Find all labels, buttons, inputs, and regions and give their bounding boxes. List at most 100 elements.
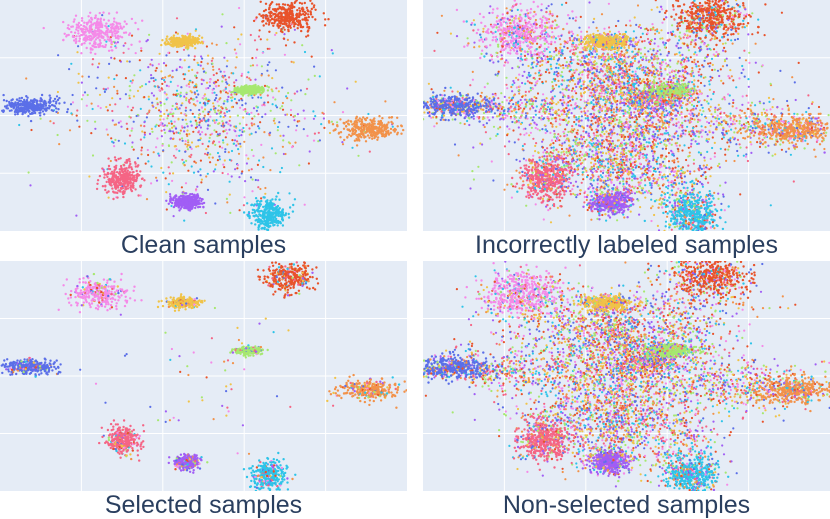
scatter-point (266, 69, 269, 72)
scatter-point (70, 62, 73, 65)
scatter-point (666, 112, 670, 115)
scatter-point (616, 150, 619, 153)
scatter-point (569, 99, 572, 102)
scatter-point (185, 91, 188, 94)
scatter-point (158, 154, 161, 157)
scatter-point (152, 94, 155, 97)
scatter-point (562, 98, 565, 102)
scatter-point (224, 150, 227, 153)
scatter-point (194, 126, 197, 129)
scatter-point (307, 78, 310, 81)
scatter-point (191, 196, 194, 200)
scatter-point (400, 132, 403, 135)
scatter-point (342, 127, 346, 130)
scatter-point (120, 36, 124, 39)
scatter-points (423, 0, 830, 231)
scatter-point (131, 127, 134, 130)
scatter-point (511, 67, 514, 70)
scatter-point (283, 16, 286, 19)
scatter-point (208, 84, 211, 87)
scatter-point (241, 104, 244, 107)
scatter-point (185, 122, 188, 125)
scatter-point (271, 77, 274, 80)
scatter-point (40, 99, 43, 103)
scatter-point (570, 128, 573, 131)
scatter-point (182, 42, 185, 45)
scatter-point (109, 38, 112, 42)
scatter-point (110, 181, 113, 184)
scatter-point (105, 180, 108, 184)
scatter-point (427, 82, 430, 85)
scatter-point (125, 22, 128, 26)
scatter-point (119, 26, 123, 30)
scatter-point (2, 99, 6, 102)
scatter-point (159, 118, 162, 121)
scatter-point (184, 140, 187, 143)
scatter-point (198, 124, 201, 127)
scatter-point (367, 112, 370, 116)
scatter-point (199, 133, 202, 136)
scatter-point (331, 52, 334, 55)
scatter-point (170, 120, 173, 123)
scatter-point (57, 108, 60, 111)
scatter-point (107, 196, 110, 199)
scatter-point (215, 94, 218, 97)
scatter-point (161, 39, 164, 42)
scatter-point (223, 74, 227, 77)
scatter-point (206, 151, 210, 154)
scatter-point (172, 41, 176, 44)
scatter-point (276, 129, 279, 132)
scatter-point (16, 112, 19, 116)
scatter-point (264, 200, 268, 203)
scatter-point (722, 136, 725, 139)
scatter-point (175, 198, 178, 201)
scatter-point (281, 3, 285, 6)
scatter-point (205, 97, 208, 100)
scatter-point (394, 128, 397, 131)
scatter-point (610, 111, 613, 114)
scatter-point (213, 91, 216, 94)
scatter-point (199, 202, 202, 205)
scatter-point (82, 33, 86, 36)
scatter-point (242, 85, 245, 89)
scatter-point (171, 115, 174, 118)
scatter-point (222, 115, 225, 119)
scatter-point (119, 120, 122, 123)
scatter-point (353, 139, 357, 142)
scatter-point (203, 93, 207, 96)
scatter-point (168, 38, 171, 41)
scatter-point (168, 128, 171, 131)
scatter-point (179, 91, 182, 94)
scatter-point (18, 97, 21, 100)
scatter-point (218, 158, 221, 161)
scatter-point (549, 63, 552, 66)
scatter-point (306, 26, 309, 29)
scatter-point (357, 138, 360, 141)
scatter-point (608, 121, 611, 124)
scatter-point (729, 117, 732, 120)
scatter-point (396, 116, 399, 120)
scatter-point (96, 179, 100, 182)
scatter-point (194, 206, 197, 210)
scatter-point (120, 175, 124, 178)
scatter-point (341, 143, 345, 146)
scatter-point (741, 95, 744, 98)
scatter-point (155, 123, 158, 126)
scatter-point (129, 176, 132, 180)
scatter-point (631, 155, 634, 158)
scatter-point (114, 174, 118, 177)
scatter-point (668, 138, 671, 141)
scatter-point (78, 125, 81, 128)
scatter-point (185, 36, 188, 39)
scatter-point (174, 127, 178, 130)
scatter-point (560, 71, 563, 74)
scatter-point (711, 68, 714, 72)
scatter-point (256, 91, 260, 94)
scatter-point (223, 124, 226, 127)
scatter-point (220, 105, 223, 109)
scatter-point (98, 174, 102, 178)
scatter-point (192, 98, 195, 101)
scatter-point (268, 201, 272, 205)
scatter-point (19, 108, 23, 112)
scatter-point (303, 203, 306, 206)
